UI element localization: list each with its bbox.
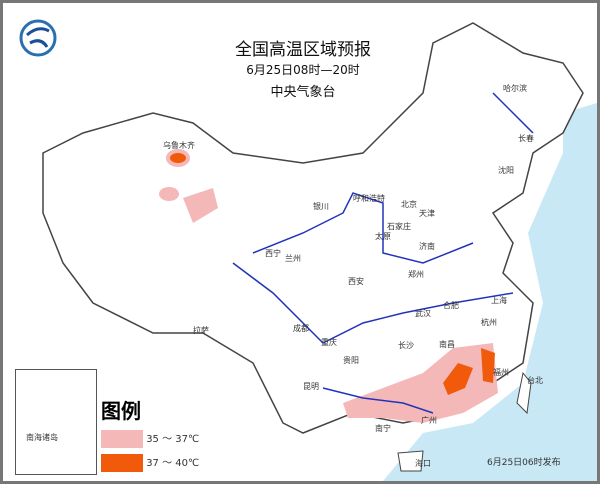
city-label: 西宁 <box>265 249 281 258</box>
city-label: 台北 <box>527 376 543 385</box>
city-label: 南宁 <box>375 424 391 433</box>
heat-zone-35-37 <box>343 343 498 423</box>
city-label: 天津 <box>419 209 435 218</box>
map-title: 全国高温区域预报 <box>235 40 371 60</box>
inset-label: 南海诸岛 <box>26 433 58 442</box>
legend: 图例 35 ～ 37℃ 37 ～ 40℃ <box>101 395 199 472</box>
city-label: 福州 <box>493 368 509 377</box>
city-label: 海口 <box>415 459 431 468</box>
heat-zone-35-37 <box>183 188 218 223</box>
legend-title: 图例 <box>101 399 141 423</box>
city-label: 呼和浩特 <box>353 194 385 203</box>
heat-zone-37-40 <box>443 363 473 395</box>
city-label: 贵阳 <box>343 356 359 365</box>
city-label: 长春 <box>518 134 534 143</box>
heat-zone-35-37 <box>159 187 179 201</box>
map-svg <box>19 19 597 481</box>
legend-item-37-40: 37 ～ 40℃ <box>101 454 199 472</box>
forecast-period: 6月25日08时—20时 <box>246 63 360 77</box>
city-label: 银川 <box>313 202 329 211</box>
city-label: 北京 <box>401 200 417 209</box>
city-label: 长沙 <box>398 341 414 350</box>
city-label: 兰州 <box>285 254 301 263</box>
legend-item-35-37: 35 ～ 37℃ <box>101 430 199 448</box>
city-label: 郑州 <box>408 270 424 279</box>
city-label: 太原 <box>375 232 391 241</box>
issue-time: 6月25日06时发布 <box>487 458 561 468</box>
pearl-river <box>322 387 434 414</box>
city-label: 济南 <box>419 242 435 251</box>
city-label: 南昌 <box>439 340 455 349</box>
heat-zone-37-40 <box>481 348 495 383</box>
issuing-agency: 中央气象台 <box>270 85 336 100</box>
city-label: 武汉 <box>415 309 431 318</box>
cma-logo <box>19 19 57 57</box>
city-label: 上海 <box>491 296 507 305</box>
city-label: 哈尔滨 <box>503 84 527 93</box>
sea <box>383 103 597 481</box>
city-label: 乌鲁木齐 <box>163 141 195 150</box>
city-label: 重庆 <box>321 338 337 347</box>
city-label: 合肥 <box>443 301 459 310</box>
songhua-river <box>492 92 534 134</box>
heat-zone-37-40 <box>170 153 186 163</box>
city-label: 拉萨 <box>193 326 209 335</box>
city-label: 沈阳 <box>498 166 514 175</box>
yangtze-river <box>232 262 514 344</box>
yellow-river <box>252 192 474 264</box>
city-label: 西安 <box>348 277 364 286</box>
city-label: 昆明 <box>303 382 319 391</box>
hainan <box>397 450 424 472</box>
city-label: 成都 <box>293 324 309 333</box>
city-label: 杭州 <box>481 318 497 327</box>
city-label: 广州 <box>421 416 437 425</box>
city-label: 石家庄 <box>387 222 411 231</box>
taiwan <box>516 371 532 415</box>
south-china-sea-inset: 南海诸岛 <box>15 369 97 475</box>
